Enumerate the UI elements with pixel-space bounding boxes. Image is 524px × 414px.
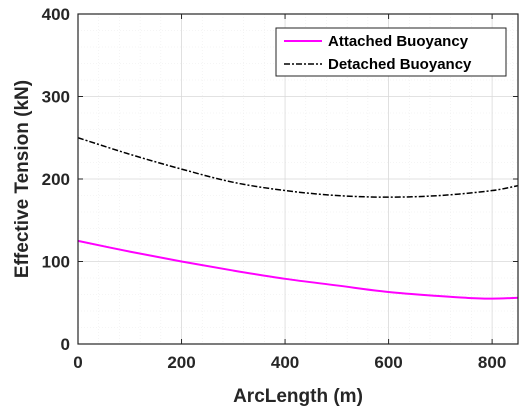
- x-tick-label: 600: [374, 353, 402, 372]
- y-tick-label: 200: [42, 170, 70, 189]
- ticks: [77, 13, 518, 345]
- tick-labels: 0 200 400 600 800 0 100 200 300 400: [42, 5, 507, 372]
- x-tick-label: 0: [73, 353, 82, 372]
- legend-box: [275, 27, 507, 77]
- x-tick-label: 800: [478, 353, 506, 372]
- y-tick-label: 0: [61, 335, 70, 354]
- series-line-detached-buoyancy: [77, 137, 519, 198]
- legend-label-detached-buoyancy: Detached Buoyancy: [328, 56, 472, 73]
- x-axis-label: ArcLength (m): [233, 386, 363, 407]
- y-tick-label: 300: [42, 88, 70, 107]
- y-tick-label: 400: [42, 5, 70, 24]
- x-tick-label: 400: [271, 353, 299, 372]
- series-layer: [77, 137, 519, 300]
- y-tick-label: 100: [42, 253, 70, 272]
- y-axis-label: Effective Tension (kN): [12, 80, 33, 278]
- legend: Attached Buoyancy Detached Buoyancy: [275, 27, 507, 77]
- x-tick-label: 200: [167, 353, 195, 372]
- legend-label-attached-buoyancy: Attached Buoyancy: [328, 33, 469, 50]
- series-line-attached-buoyancy: [77, 239, 519, 300]
